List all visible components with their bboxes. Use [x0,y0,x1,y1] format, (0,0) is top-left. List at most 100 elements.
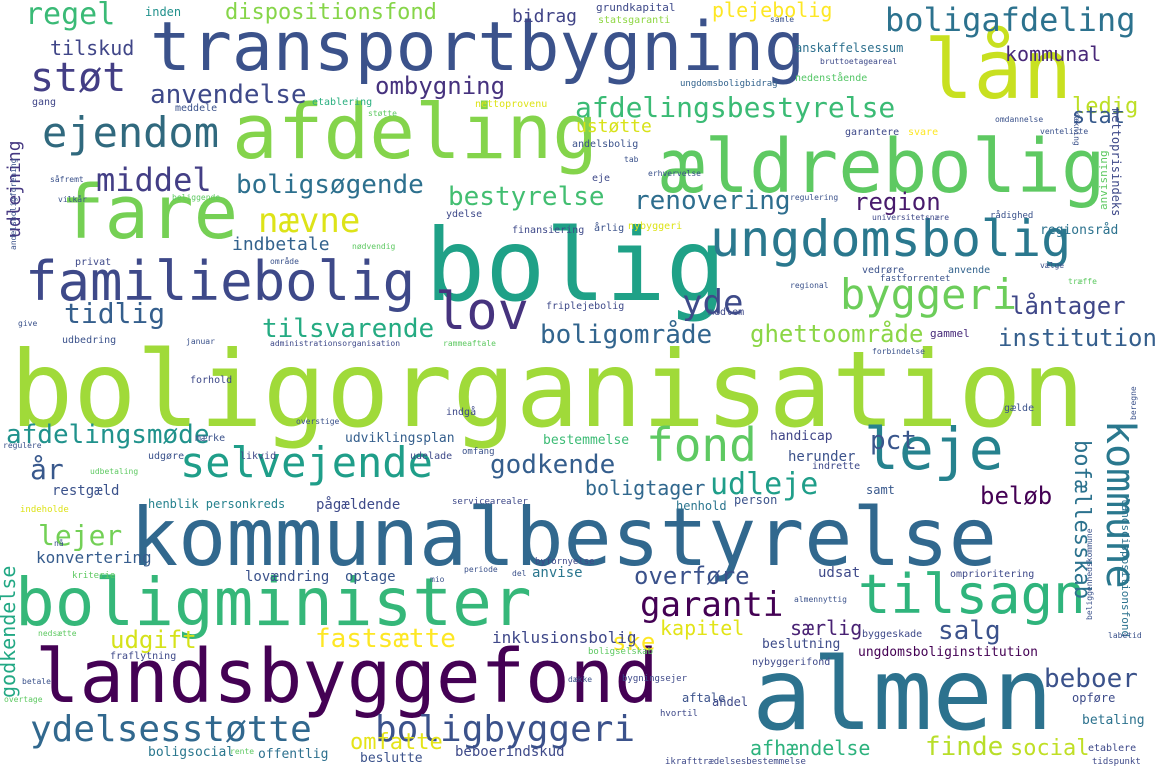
word-renovering: renovering [634,186,791,216]
word-boligbyggeri: boligbyggeri [375,709,636,750]
word-fond: fond [646,418,757,472]
word-handicap: handicap [770,429,833,444]
word-likvid: likvid [240,451,277,462]
word-indgaa: indgå [446,407,477,418]
word-daekning: dækning [1072,112,1081,146]
word-beliggenhedskommune: beliggenhedskommune [1085,528,1094,620]
word-nettoprisindeks: nettoprisindeks [1109,108,1123,217]
word-ustoette: ustøtte [576,116,652,137]
word-omfang: omfang [462,447,495,457]
word-udgift: udgift [110,626,197,654]
word-fastsaette: fastsætte [315,624,456,654]
word-udbedring: udbedring [62,335,117,346]
word-etablere: etablere [1088,743,1137,754]
word-afdeling: afdeling [232,87,599,176]
word-indbetale: indbetale [232,234,330,255]
word-ske: ske [612,628,656,656]
word-regional: regional [790,281,829,290]
word-plejebolig: plejebolig [712,0,833,22]
word-omraade: område [270,257,299,266]
word-ejendom: ejendom [42,108,220,157]
word-boligselskab: boligselskab [588,647,654,657]
word-ungdomsboliginstitution: ungdomsboliginstitution [858,645,1039,660]
word-landsbyggefond: landsbyggefond [35,634,659,720]
word-henhold: henhold [676,499,727,513]
word-boligsocial: boligsocial [148,745,235,760]
word-anvisning: anvisning [1097,150,1110,210]
word-beslutte: beslutte [360,751,423,766]
word-restgaeld: restgæld [52,483,120,499]
word-godkende: godkende [490,450,616,480]
word-eje: eje [592,173,611,184]
word-laan: lån [924,23,1073,118]
word-andel: andel [712,695,749,709]
word-overtage: overtage [4,695,43,704]
word-beslutning: beslutning [762,637,841,652]
word-tilsagn: tilsagn [858,563,1086,626]
word-privat: privat [75,257,112,268]
word-region: region [854,188,941,216]
word-etablering: etablering [312,97,373,108]
word-aeldrebolig: ældrebolig [660,124,1106,210]
word-rammeaftale: rammeaftale [443,339,496,348]
word-medlem: medlem [708,307,745,318]
word-rente: rente [230,747,255,756]
word-saafremt: såfremt [50,175,84,184]
word-venteliste: venteliste [1040,127,1089,136]
word-nettoprovenu: nettoprovenu [475,99,548,110]
word-beboerindskud: beboerindskud [455,744,565,760]
word-offentlig: offentlig [258,747,329,762]
word-indeholde: indeholde [20,505,69,515]
word-aarlig: årlig [594,223,625,234]
word-tilsvarende: tilsvarende [262,314,435,344]
word-fraflytning: fraflytning [110,651,177,662]
word-herunder: herunder [788,449,856,465]
word-ombygning: ombygning [375,72,506,100]
word-henblik-personkreds: henblik personkreds [148,497,286,511]
word-bestyrelse: bestyrelse [448,182,605,212]
word-person: person [734,493,778,507]
word-opfoere: opføre [1072,691,1116,705]
word-andelsbolig: andelsbolig [572,139,639,150]
word-tab: tab [624,155,639,164]
word-gang: gang [32,97,57,108]
word-samle: samle [770,15,795,24]
word-regulere: regulere [3,441,42,450]
word-ikrafttraedelsesbestemmelse: ikrafttrædelsesbestemmelse [665,757,806,767]
word-udgoere: udgøre [148,451,185,462]
word-byggeskade: byggeskade [862,629,923,640]
word-stoette: støtte [368,109,397,118]
word-inden: inden [145,5,182,19]
word-januar: januar [186,337,215,346]
word-almennyttig: almennyttig [794,595,847,604]
word-gaelde: gælde [1004,403,1035,414]
word-social: social [1010,736,1090,761]
word-ghettoomraade: ghettoområde [750,320,924,348]
word-afhaendelse: afhændelse [750,736,871,760]
word-samt: samt [866,483,895,497]
word-anvise: anvise [532,565,583,581]
word-selvejende: selvejende [180,438,433,487]
word-noedvendig: nødvendig [352,242,396,251]
word-forbindelse: forbindelse [872,347,925,356]
word-nybyggerifond: nybyggerifond [752,657,831,668]
word-stoet: støt [30,55,127,101]
word-ydelse: ydelse [446,209,483,220]
word-udleje: udleje [710,467,819,502]
word-give: give [18,319,38,328]
word-mio: mio [430,575,445,584]
word-nybyggeri: nybyggeri [628,221,683,232]
word-beboer: beboer [1044,664,1138,694]
word-transportbygning: transportbygning [150,8,806,87]
word-nedsaette: nedsætte [38,629,77,638]
word-forhold: forhold [190,375,233,386]
word-labetid: labetid [1108,631,1142,640]
word-regulering: regulering [790,193,839,202]
word-anskaffelsessum: anskaffelsessum [795,41,904,55]
word-salg: salg [938,616,1001,646]
word-kommunalbestyrelse: kommunalbestyrelse [130,491,997,584]
word-ungdomsbolig: ungdomsbolig [710,210,1072,268]
word-anvende: anvende [948,265,991,276]
word-gammel: gammel [930,327,970,340]
